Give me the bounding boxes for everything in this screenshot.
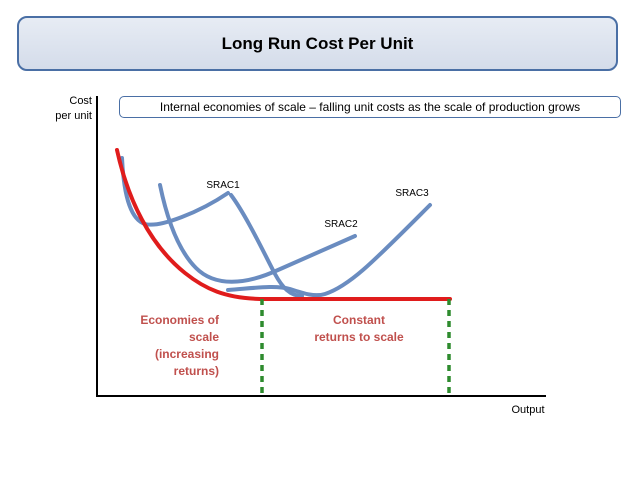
y-axis-label: Cost per unit (30, 94, 92, 124)
srac2-label: SRAC2 (324, 219, 358, 230)
constant-returns-annotation: Constant returns to scale (314, 313, 404, 344)
constant-line-1: Constant (333, 313, 385, 327)
srac1-label: SRAC1 (206, 180, 240, 191)
economies-line-4: returns) (174, 364, 219, 378)
srac2-curve (158, 183, 357, 284)
srac3-curve (226, 203, 432, 298)
diagram-subtitle: Internal economies of scale – falling un… (159, 100, 581, 114)
economies-line-3: (increasing (155, 347, 219, 361)
subtitle-banner: Internal economies of scale – falling un… (119, 96, 621, 118)
economies-line-1: Economies of (140, 313, 220, 327)
srac3-label: SRAC3 (395, 188, 429, 199)
lrac-curve (115, 148, 452, 301)
title-banner: Long Run Cost Per Unit (17, 16, 618, 71)
constant-line-2: returns to scale (314, 330, 404, 344)
y-axis-label-line-1: Cost (69, 95, 92, 107)
y-axis-label-line-2: per unit (55, 110, 92, 122)
economies-of-scale-annotation: Economies of scale (increasing returns) (140, 313, 220, 378)
diagram-title: Long Run Cost Per Unit (221, 33, 414, 53)
x-axis-label: Output (511, 404, 544, 416)
srac1-curve (120, 156, 304, 298)
economies-line-2: scale (189, 330, 219, 344)
